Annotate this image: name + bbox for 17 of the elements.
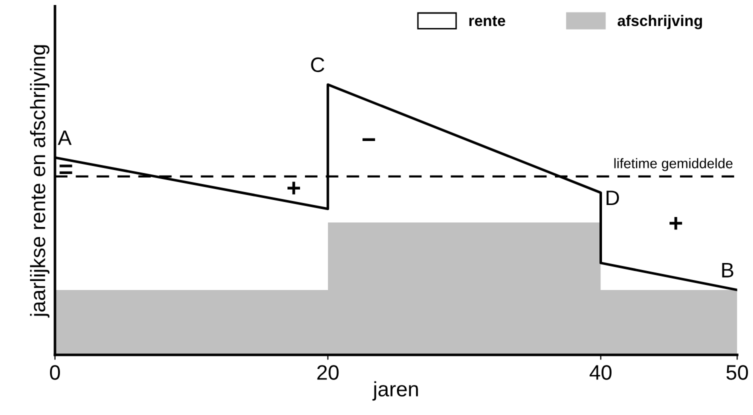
annotation: − bbox=[362, 138, 376, 141]
x-axis-title: jaren bbox=[372, 381, 418, 401]
y-axis-title: jaarlijkse rente en afschrijving bbox=[30, 45, 50, 318]
x-tick-label: 50 bbox=[726, 365, 748, 380]
annotation: A bbox=[58, 130, 72, 145]
annotation: + bbox=[287, 182, 300, 194]
ref-line-label: lifetime gemiddelde bbox=[614, 158, 732, 172]
annotation: C bbox=[311, 57, 324, 72]
annotation: + bbox=[670, 216, 682, 230]
legend-label: afschrijving bbox=[618, 14, 702, 30]
legend-label: rente bbox=[469, 16, 506, 26]
x-tick-label: 20 bbox=[317, 365, 339, 380]
x-tick-label: 40 bbox=[590, 365, 612, 380]
annotation: B bbox=[722, 262, 734, 278]
x-tick-label: 0 bbox=[50, 365, 60, 380]
annotation: = bbox=[60, 164, 72, 174]
annotation: D bbox=[606, 190, 619, 206]
